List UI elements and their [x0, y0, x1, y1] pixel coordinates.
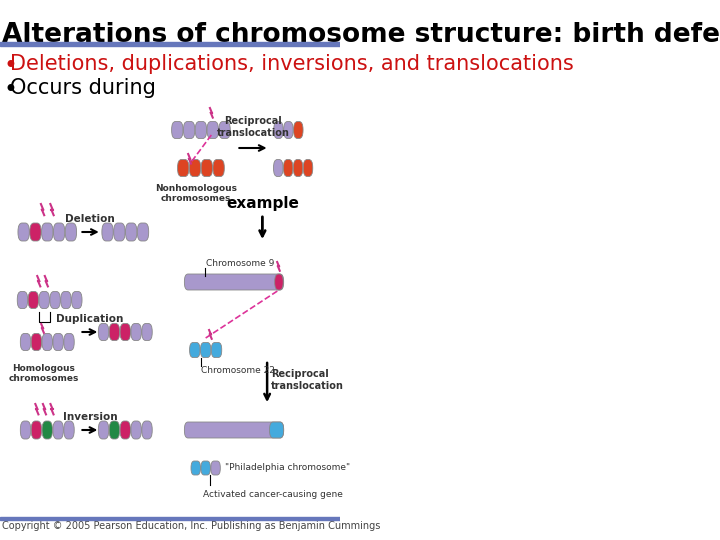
FancyBboxPatch shape [189, 342, 200, 357]
FancyBboxPatch shape [64, 334, 74, 350]
FancyBboxPatch shape [184, 422, 284, 438]
FancyBboxPatch shape [189, 159, 201, 177]
Text: Chromosome 22: Chromosome 22 [201, 366, 275, 375]
FancyBboxPatch shape [60, 292, 71, 308]
Text: example: example [226, 196, 299, 211]
FancyBboxPatch shape [125, 223, 137, 241]
Text: Activated cancer-causing gene: Activated cancer-causing gene [203, 490, 343, 499]
FancyBboxPatch shape [30, 223, 41, 241]
Text: Reciprocal
translocation: Reciprocal translocation [217, 117, 289, 138]
FancyBboxPatch shape [102, 223, 113, 241]
FancyBboxPatch shape [294, 122, 303, 138]
FancyBboxPatch shape [120, 323, 130, 341]
FancyBboxPatch shape [20, 421, 31, 439]
FancyBboxPatch shape [109, 323, 120, 341]
FancyBboxPatch shape [213, 159, 225, 177]
FancyBboxPatch shape [99, 421, 109, 439]
Text: Chromosome 9: Chromosome 9 [206, 259, 274, 268]
FancyBboxPatch shape [20, 334, 31, 350]
Text: Deletion: Deletion [66, 214, 115, 224]
FancyBboxPatch shape [284, 159, 293, 177]
FancyBboxPatch shape [195, 122, 207, 138]
FancyBboxPatch shape [109, 421, 120, 439]
FancyBboxPatch shape [284, 122, 293, 138]
FancyBboxPatch shape [53, 334, 63, 350]
FancyBboxPatch shape [53, 421, 63, 439]
FancyBboxPatch shape [99, 323, 109, 341]
FancyBboxPatch shape [66, 223, 76, 241]
FancyBboxPatch shape [42, 223, 53, 241]
FancyBboxPatch shape [50, 292, 60, 308]
Text: •: • [4, 54, 18, 78]
FancyBboxPatch shape [178, 159, 189, 177]
FancyBboxPatch shape [211, 461, 220, 475]
Text: Copyright © 2005 Pearson Education, Inc. Publishing as Benjamin Cummings: Copyright © 2005 Pearson Education, Inc.… [2, 521, 381, 531]
FancyBboxPatch shape [142, 323, 152, 341]
FancyBboxPatch shape [138, 223, 149, 241]
FancyBboxPatch shape [42, 334, 53, 350]
FancyBboxPatch shape [275, 274, 283, 290]
FancyBboxPatch shape [120, 421, 130, 439]
FancyBboxPatch shape [274, 159, 283, 177]
FancyBboxPatch shape [28, 292, 39, 308]
Bar [0, 517, 341, 520]
Text: "Philadelphia chromosome": "Philadelphia chromosome" [225, 463, 350, 472]
Text: Occurs during: Occurs during [10, 78, 156, 98]
FancyBboxPatch shape [71, 292, 82, 308]
FancyBboxPatch shape [274, 122, 283, 138]
Text: Alterations of chromosome structure: birth defects and cancer: Alterations of chromosome structure: bir… [2, 22, 720, 48]
Text: Nonhomologous
chromosomes: Nonhomologous chromosomes [156, 184, 237, 204]
FancyBboxPatch shape [171, 122, 183, 138]
FancyBboxPatch shape [303, 159, 312, 177]
FancyBboxPatch shape [212, 342, 222, 357]
FancyBboxPatch shape [191, 461, 200, 475]
FancyBboxPatch shape [269, 422, 284, 438]
FancyBboxPatch shape [219, 122, 230, 138]
FancyBboxPatch shape [207, 122, 218, 138]
FancyBboxPatch shape [39, 292, 50, 308]
FancyBboxPatch shape [184, 122, 195, 138]
Text: Inversion: Inversion [63, 412, 117, 422]
FancyBboxPatch shape [17, 292, 27, 308]
Text: Deletions, duplications, inversions, and translocations: Deletions, duplications, inversions, and… [10, 54, 574, 74]
FancyBboxPatch shape [201, 159, 212, 177]
FancyBboxPatch shape [201, 461, 210, 475]
FancyBboxPatch shape [293, 159, 303, 177]
Text: Duplication: Duplication [56, 314, 124, 324]
FancyBboxPatch shape [131, 421, 141, 439]
FancyBboxPatch shape [31, 334, 42, 350]
FancyBboxPatch shape [18, 223, 30, 241]
FancyBboxPatch shape [131, 323, 141, 341]
Text: Reciprocal
translocation: Reciprocal translocation [271, 369, 343, 391]
FancyBboxPatch shape [200, 342, 211, 357]
FancyBboxPatch shape [64, 421, 74, 439]
Text: •: • [4, 78, 18, 102]
FancyBboxPatch shape [53, 223, 65, 241]
FancyBboxPatch shape [42, 421, 53, 439]
FancyBboxPatch shape [142, 421, 152, 439]
FancyBboxPatch shape [184, 274, 284, 290]
Bar [0, 42, 341, 46]
FancyBboxPatch shape [114, 223, 125, 241]
FancyBboxPatch shape [31, 421, 42, 439]
Text: Homologous
chromosomes: Homologous chromosomes [9, 364, 78, 383]
